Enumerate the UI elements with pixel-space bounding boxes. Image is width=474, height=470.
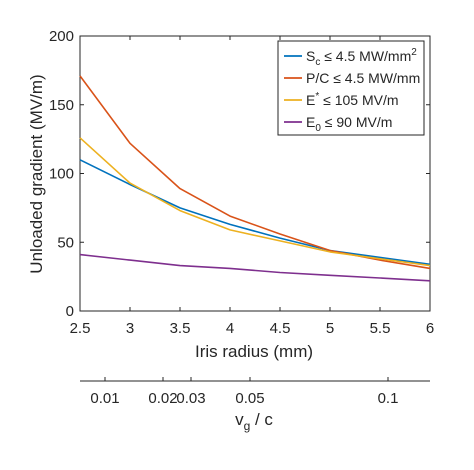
legend-entry-1: P/C ≤ 4.5 MW/mm bbox=[306, 70, 420, 86]
series-line-2 bbox=[79, 137, 431, 267]
x-axis-label: Iris radius (mm) bbox=[195, 342, 313, 361]
x-axis: 2.5 3 3.5 4 4.5 5 5.5 6 bbox=[70, 36, 434, 337]
secondary-tick-label: 0.03 bbox=[176, 390, 205, 407]
x-tick-label: 3.5 bbox=[170, 320, 191, 337]
secondary-tick-label: 0.1 bbox=[378, 390, 399, 407]
legend-entry-0: Sc ≤ 4.5 MW/mm2 bbox=[306, 47, 417, 68]
series-line-1 bbox=[79, 75, 431, 270]
y-tick-label: 100 bbox=[49, 166, 74, 183]
x-tick-label: 4 bbox=[226, 320, 234, 337]
legend-entry-2: E* ≤ 105 MV/m bbox=[306, 91, 399, 108]
x-tick-label: 6 bbox=[426, 320, 434, 337]
y-tick-label: 50 bbox=[57, 234, 74, 251]
secondary-axis-label: vg / c bbox=[235, 410, 273, 433]
legend: Sc ≤ 4.5 MW/mm2 P/C ≤ 4.5 MW/mm E* ≤ 105 M… bbox=[277, 40, 425, 136]
y-axis-label: Unloaded gradient (MV/m) bbox=[27, 74, 46, 273]
legend-entry-3: E0 ≤ 90 MV/m bbox=[306, 114, 392, 134]
y-tick-label: 0 bbox=[66, 303, 74, 320]
x-tick-label: 5 bbox=[326, 320, 334, 337]
x-tick-label: 2.5 bbox=[70, 320, 91, 337]
secondary-tick-label: 0.05 bbox=[235, 390, 264, 407]
secondary-tick-label: 0.01 bbox=[90, 390, 119, 407]
secondary-x-axis: 0.01 0.020.03 0.05 0.1 vg / c bbox=[80, 377, 430, 433]
y-axis: 0 50 100 150 200 bbox=[49, 28, 430, 320]
y-tick-label: 150 bbox=[49, 97, 74, 114]
x-tick-label: 3 bbox=[126, 320, 134, 337]
x-tick-label: 5.5 bbox=[370, 320, 391, 337]
secondary-tick-label: 0.02 bbox=[148, 390, 177, 407]
y-tick-label: 200 bbox=[49, 28, 74, 45]
series-line-3 bbox=[79, 253, 431, 282]
legend-box bbox=[277, 40, 425, 136]
series-group bbox=[79, 75, 431, 282]
x-tick-label: 4.5 bbox=[270, 320, 291, 337]
